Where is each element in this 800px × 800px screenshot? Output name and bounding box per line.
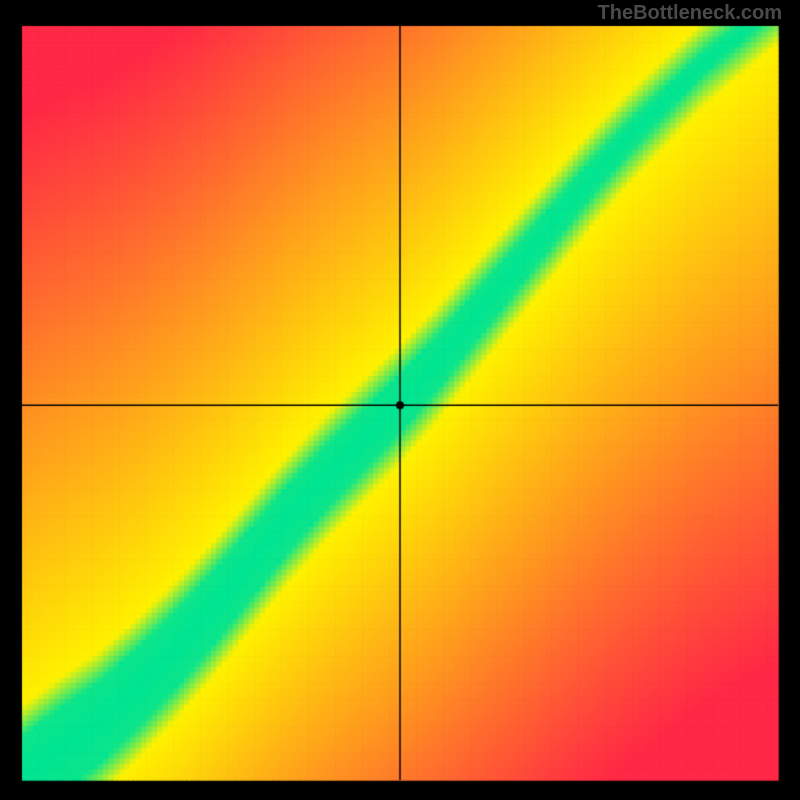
chart-container: TheBottleneck.com <box>0 0 800 800</box>
watermark-text: TheBottleneck.com <box>598 2 782 25</box>
bottleneck-heatmap <box>0 0 800 800</box>
